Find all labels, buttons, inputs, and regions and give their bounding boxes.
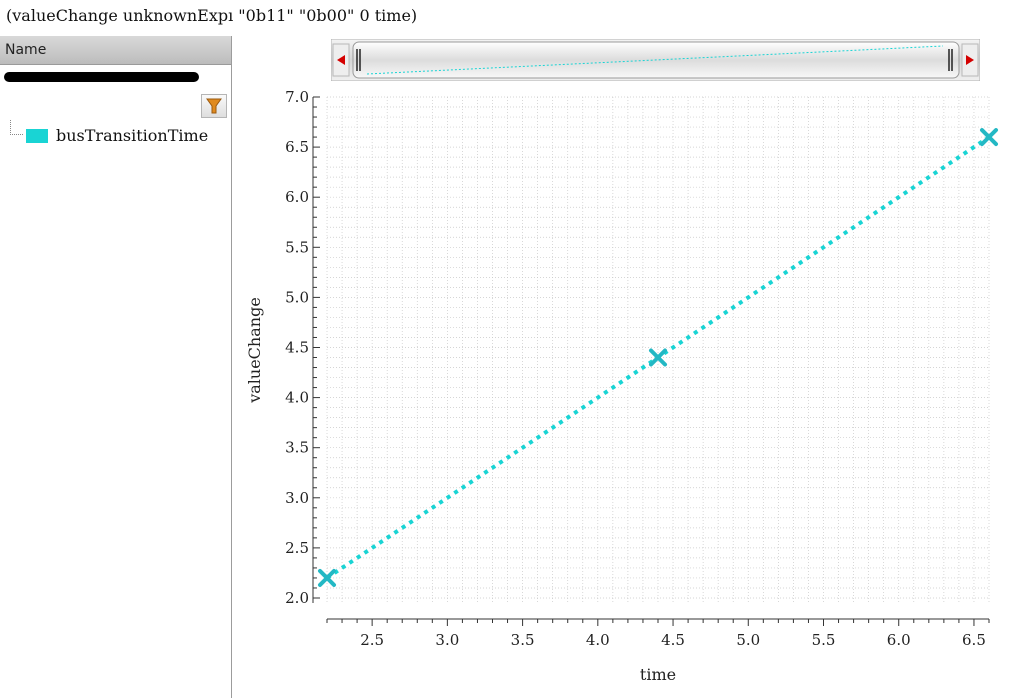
data-point-marker[interactable] xyxy=(318,568,336,587)
x-tick-label: 5.0 xyxy=(736,631,760,649)
y-tick-label: 4.0 xyxy=(285,389,309,407)
name-column-header[interactable]: Name xyxy=(0,36,231,65)
y-tick-label: 2.5 xyxy=(285,539,309,557)
chart-axes xyxy=(312,96,990,626)
right-arrow-icon xyxy=(966,55,974,65)
x-tick-label: 3.0 xyxy=(435,631,459,649)
waveform-chart[interactable]: 2.0 2.5 3.0 3.5 4.0 4.5 5.0 5.5 6.0 6.5 7.0 2.5 3.0… xyxy=(240,86,1000,691)
marker-stroke xyxy=(980,128,998,147)
marker-stroke xyxy=(649,348,667,367)
y-tick-label: 5.5 xyxy=(285,238,309,256)
y-tick-label: 7.0 xyxy=(285,88,309,106)
data-point-marker[interactable] xyxy=(649,348,667,367)
signal-color-swatch xyxy=(26,129,48,143)
y-tick-label: 3.0 xyxy=(285,489,309,507)
expression-title: (valueChange unknownExpı "0b11" "0b00" 0… xyxy=(6,6,418,25)
marker-stroke xyxy=(318,568,336,587)
x-tick-labels: 2.5 3.0 3.5 4.0 4.5 5.0 5.5 6.0 6.5 xyxy=(360,631,986,649)
x-tick-label: 6.5 xyxy=(962,631,986,649)
overview-trace xyxy=(366,45,944,75)
x-axis-title: time xyxy=(640,665,676,684)
series-busTransitionTime[interactable] xyxy=(318,128,998,587)
grid-lines xyxy=(326,96,990,603)
x-tick-label: 4.5 xyxy=(661,631,685,649)
y-axis-title: valueChange xyxy=(245,297,264,404)
y-tick-label: 5.0 xyxy=(285,288,309,306)
y-tick-label: 2.0 xyxy=(285,589,309,607)
range-scrollbar[interactable] xyxy=(330,38,981,82)
filter-funnel-icon xyxy=(206,98,222,114)
y-tick-label: 6.5 xyxy=(285,138,309,156)
y-tick-label: 4.5 xyxy=(285,338,309,356)
signal-browser-panel: Name busTransitionTime xyxy=(0,36,232,698)
tree-connector xyxy=(10,120,23,135)
signal-name-label: busTransitionTime xyxy=(56,126,209,145)
thumb-right-grip[interactable] xyxy=(948,49,953,71)
y-tick-labels: 2.0 2.5 3.0 3.5 4.0 4.5 5.0 5.5 6.0 6.5 7.0 xyxy=(285,88,309,607)
x-tick-label: 5.5 xyxy=(812,631,836,649)
y-tick-label: 6.0 xyxy=(285,188,309,206)
scroll-left-arrow-button[interactable] xyxy=(332,43,350,77)
x-tick-label: 6.0 xyxy=(887,631,911,649)
scroll-right-arrow-button[interactable] xyxy=(961,43,979,77)
scroll-thumb[interactable] xyxy=(352,41,960,79)
x-tick-label: 4.0 xyxy=(586,631,610,649)
filter-button[interactable] xyxy=(201,94,227,118)
redacted-path-bar xyxy=(4,72,199,82)
y-tick-label: 3.5 xyxy=(285,439,309,457)
left-arrow-icon xyxy=(337,55,345,65)
x-tick-label: 2.5 xyxy=(360,631,384,649)
thumb-left-grip[interactable] xyxy=(356,49,361,71)
data-point-marker[interactable] xyxy=(980,128,998,147)
x-tick-label: 3.5 xyxy=(511,631,535,649)
